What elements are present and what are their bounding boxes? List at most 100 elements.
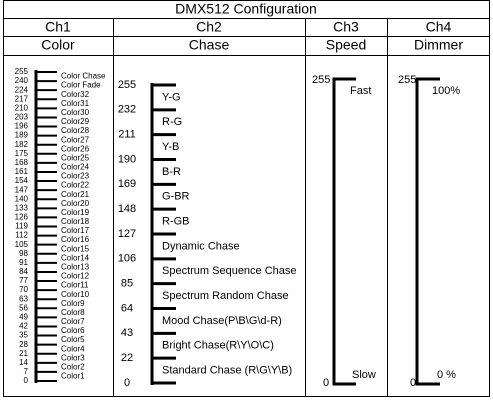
range-label: Color13 bbox=[61, 263, 90, 272]
range-label: Color10 bbox=[61, 290, 90, 299]
scale-value: 182 bbox=[15, 140, 29, 149]
channel-header: Ch4 bbox=[426, 19, 452, 35]
scale-value: 133 bbox=[15, 203, 29, 212]
scale-value: 140 bbox=[15, 194, 29, 203]
scale-value: 77 bbox=[19, 276, 28, 285]
scale-value: 196 bbox=[15, 122, 29, 131]
scale-value: 98 bbox=[19, 249, 28, 258]
scale-value: 224 bbox=[15, 85, 29, 94]
scale-value: 28 bbox=[19, 340, 28, 349]
scale-value: 217 bbox=[15, 94, 29, 103]
scale-value: 255 bbox=[118, 79, 136, 91]
range-label: Spectrum Random Chase bbox=[162, 290, 289, 302]
scale-value: 14 bbox=[19, 358, 28, 367]
range-label: Color7 bbox=[61, 317, 85, 326]
range-label: Y-B bbox=[162, 141, 179, 153]
range-label: Color1 bbox=[61, 372, 85, 381]
top-label: Fast bbox=[350, 85, 371, 97]
scale-value: 126 bbox=[15, 213, 29, 222]
function-header: Speed bbox=[326, 37, 366, 53]
range-label: Color3 bbox=[61, 353, 85, 362]
range-label: Color Chase bbox=[61, 72, 106, 81]
scale-value: 147 bbox=[15, 185, 29, 194]
scale-value: 119 bbox=[15, 222, 28, 231]
range-label: Color32 bbox=[61, 90, 90, 99]
range-label: Standard Chase (R\G\Y\B) bbox=[162, 364, 292, 376]
scale-value: 210 bbox=[15, 103, 29, 112]
range-label: Color28 bbox=[61, 126, 90, 135]
scale-value: 154 bbox=[15, 176, 29, 185]
range-label: Color31 bbox=[61, 99, 90, 108]
range-label: Color29 bbox=[61, 117, 90, 126]
range-label: Color8 bbox=[61, 308, 85, 317]
scale-value: 0 bbox=[124, 377, 130, 389]
channel-header: Ch1 bbox=[45, 19, 71, 35]
scale-value: 7 bbox=[24, 367, 29, 376]
range-label: Color16 bbox=[61, 235, 90, 244]
scale-value: 84 bbox=[19, 267, 28, 276]
scale-value: 255 bbox=[15, 67, 29, 76]
scale-value: 169 bbox=[118, 178, 136, 190]
channel-header: Ch2 bbox=[196, 19, 222, 35]
scale-value: 112 bbox=[15, 231, 28, 240]
range-label: Y-G bbox=[162, 91, 181, 103]
function-header: Color bbox=[41, 37, 75, 53]
range-label: Color9 bbox=[61, 299, 85, 308]
scale-value: 211 bbox=[118, 129, 136, 141]
range-label: Color15 bbox=[61, 244, 90, 253]
top-label: 100% bbox=[432, 85, 460, 97]
table-frame bbox=[3, 0, 490, 397]
range-label: Color24 bbox=[61, 163, 90, 172]
scale-value: 42 bbox=[19, 322, 28, 331]
scale-value: 56 bbox=[19, 303, 28, 312]
scale-value: 70 bbox=[19, 285, 28, 294]
bottom-label: Slow bbox=[352, 369, 376, 381]
scale-value: 175 bbox=[15, 149, 29, 158]
scale-value: 203 bbox=[15, 113, 29, 122]
range-label: Color27 bbox=[61, 135, 90, 144]
channel-header: Ch3 bbox=[333, 19, 359, 35]
range-label: Color5 bbox=[61, 335, 85, 344]
scale-value: 21 bbox=[19, 349, 28, 358]
range-label: Bright Chase(R\Y\O\C) bbox=[162, 340, 274, 352]
range-label: Color Fade bbox=[61, 81, 101, 90]
scale-value: 85 bbox=[121, 278, 133, 290]
range-label: Color6 bbox=[61, 326, 85, 335]
range-label: Color19 bbox=[61, 208, 90, 217]
range-label: Mood Chase(P\B\G\d-R) bbox=[162, 315, 282, 327]
scale-value: 127 bbox=[118, 228, 136, 240]
scale-value: 168 bbox=[15, 158, 29, 167]
range-label: Spectrum Sequence Chase bbox=[162, 265, 297, 277]
range-label: Color26 bbox=[61, 144, 90, 153]
scale-value: 43 bbox=[121, 327, 133, 339]
range-label: Color21 bbox=[61, 190, 90, 199]
top-value: 255 bbox=[398, 74, 416, 86]
scale-value: 35 bbox=[19, 331, 28, 340]
function-header: Dimmer bbox=[414, 37, 463, 53]
range-label: Color2 bbox=[61, 362, 85, 371]
scale-value: 105 bbox=[15, 240, 29, 249]
top-value: 255 bbox=[312, 74, 330, 86]
range-label: B-R bbox=[162, 166, 181, 178]
range-label: Dynamic Chase bbox=[162, 240, 240, 252]
scale-value: 49 bbox=[19, 312, 28, 321]
bottom-label: 0 % bbox=[437, 369, 456, 381]
scale-value: 91 bbox=[19, 258, 28, 267]
range-label: Color20 bbox=[61, 199, 90, 208]
scale-value: 22 bbox=[121, 352, 133, 364]
ch3-bracket bbox=[332, 77, 356, 386]
range-label: Color17 bbox=[61, 226, 90, 235]
range-label: Color12 bbox=[61, 272, 90, 281]
range-label: Color30 bbox=[61, 108, 90, 117]
range-label: Color11 bbox=[61, 281, 89, 290]
range-label: R-GB bbox=[162, 215, 190, 227]
scale-value: 161 bbox=[15, 167, 29, 176]
range-label: Color22 bbox=[61, 181, 90, 190]
scale-value: 64 bbox=[121, 302, 133, 314]
range-label: G-BR bbox=[162, 191, 190, 203]
bottom-value: 0 bbox=[323, 377, 329, 389]
range-label: Color14 bbox=[61, 253, 90, 262]
scale-value: 63 bbox=[19, 294, 28, 303]
scale-value: 190 bbox=[118, 153, 136, 165]
bottom-value: 0 bbox=[410, 377, 416, 389]
